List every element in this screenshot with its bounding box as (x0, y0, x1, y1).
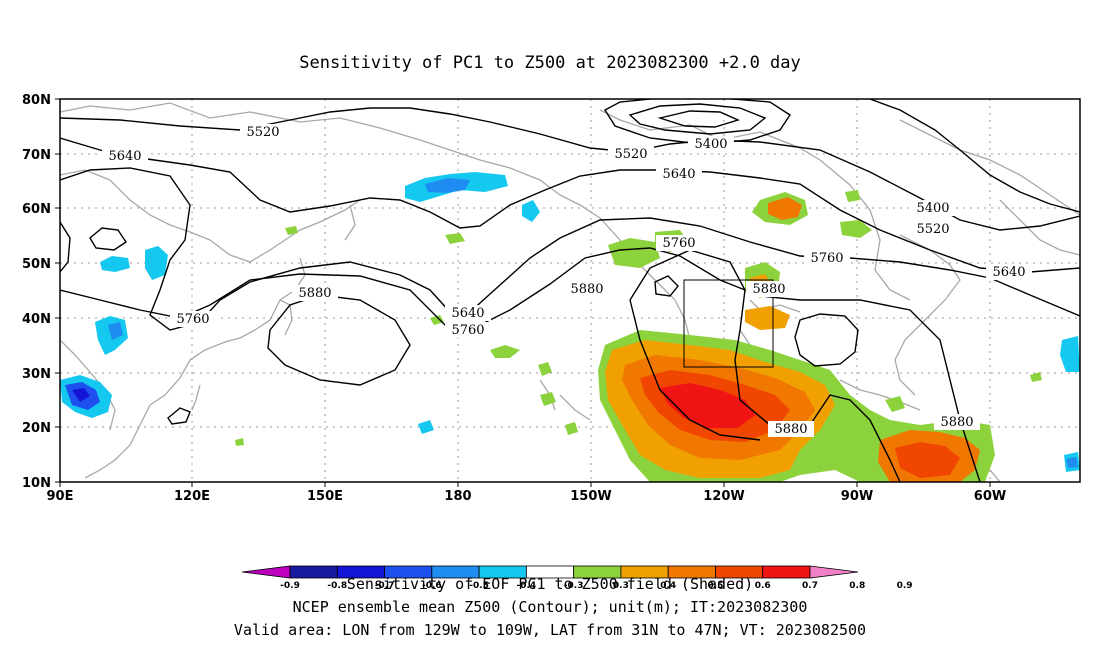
colorbar-tick-label: 0.6 (755, 581, 771, 591)
contour-label: 5520 (246, 125, 279, 140)
gridlines (60, 99, 1080, 482)
colorbar-max-arrow (809, 565, 859, 579)
lon-label: 90E (47, 489, 74, 504)
tick-marks (55, 98, 991, 487)
map-frame (59, 98, 1081, 483)
colorbar-tick-label: 0.5 (707, 581, 723, 591)
caption-contour: NCEP ensemble mean Z500 (Contour); unit(… (293, 598, 808, 616)
lon-label: 60W (974, 489, 1006, 504)
lat-label: 40N (22, 312, 51, 327)
colorbar-tick-label: 0.9 (897, 581, 913, 591)
map-panel: 5520 5640 5400 5520 5640 5400 5520 5760 … (60, 99, 1080, 482)
lat-label: 20N (22, 421, 51, 436)
colorbar-tick-label: 0.3 (613, 581, 629, 591)
valid-area-box (683, 279, 774, 368)
lon-label: 180 (444, 489, 471, 504)
colorbar-segment (762, 565, 811, 579)
longitude-labels: 90E 120E 150E 180 150W 120W 90W 60W (47, 489, 1007, 504)
figure-title: Sensitivity of PC1 to Z500 at 2023082300… (299, 53, 801, 73)
contour-label: 5880 (940, 415, 973, 430)
contour-label: 5880 (298, 286, 331, 301)
colorbar-tick-label: -0.7 (375, 581, 395, 591)
lat-label: 80N (22, 93, 51, 108)
lon-label: 90W (841, 489, 873, 504)
contour-label: 5400 (694, 137, 727, 152)
contour-label: 5880 (752, 282, 785, 297)
latitude-labels: 80N 70N 60N 50N 40N 30N 20N 10N (22, 93, 51, 491)
colorbar-tick-label: -0.9 (280, 581, 300, 591)
colorbar-tick-label: 0.8 (849, 581, 865, 591)
colorbar-tick-label: 0.7 (802, 581, 818, 591)
caption-valid-area: Valid area: LON from 129W to 109W, LAT f… (234, 621, 866, 639)
contour-label: 5880 (774, 422, 807, 437)
lat-label: 10N (22, 476, 51, 491)
colorbar-tick-label: 0.4 (660, 581, 676, 591)
colorbar: -0.9 -0.8 -0.7 -0.6 -0.5 -0.4 -0.3 0.3 0.4 0.5 0.6… (241, 565, 913, 591)
contour-label: 5520 (614, 147, 647, 162)
lon-label: 120E (174, 489, 210, 504)
contour-label: 5400 (916, 201, 949, 216)
contour-label: 5760 (176, 312, 209, 327)
colorbar-segments (241, 565, 859, 579)
lat-label: 70N (22, 148, 51, 163)
contour-label: 5880 (570, 282, 603, 297)
contour-label: 5520 (916, 222, 949, 237)
lon-label: 150W (570, 489, 611, 504)
lat-label: 60N (22, 202, 51, 217)
contour-label: 5640 (108, 149, 141, 164)
colorbar-min-arrow (241, 565, 291, 579)
colorbar-tick-labels: -0.9 -0.8 -0.7 -0.6 -0.5 -0.4 -0.3 0.3 0.4 0.5 0.6… (280, 581, 912, 591)
contour-label: 5640 (662, 167, 695, 182)
lat-label: 50N (22, 257, 51, 272)
colorbar-tick-label: -0.6 (422, 581, 442, 591)
contour-label: 5760 (662, 236, 695, 251)
captions: Sensitivity of EOF PC1 to Z500 field (Sh… (234, 575, 866, 639)
colorbar-segment (289, 565, 338, 579)
colorbar-tick-label: -0.8 (327, 581, 347, 591)
colorbar-tick-label: -0.4 (517, 581, 537, 591)
caption-shading: Sensitivity of EOF PC1 to Z500 field (Sh… (347, 575, 753, 593)
contour-labels: 5520 5640 5400 5520 5640 5400 5520 5760 … (102, 124, 1032, 437)
contour-label: 5760 (810, 251, 843, 266)
lon-label: 150E (307, 489, 343, 504)
contour-label: 5640 (992, 265, 1025, 280)
colorbar-tick-label: -0.5 (469, 581, 489, 591)
colorbar-tick-label: -0.3 (564, 581, 584, 591)
lon-label: 120W (703, 489, 744, 504)
sensitivity-shading-negative (60, 172, 1080, 472)
contour-label: 5760 (451, 323, 484, 338)
contour-label: 5640 (451, 306, 484, 321)
lat-label: 30N (22, 367, 51, 382)
sensitivity-shading-positive (235, 190, 1042, 482)
